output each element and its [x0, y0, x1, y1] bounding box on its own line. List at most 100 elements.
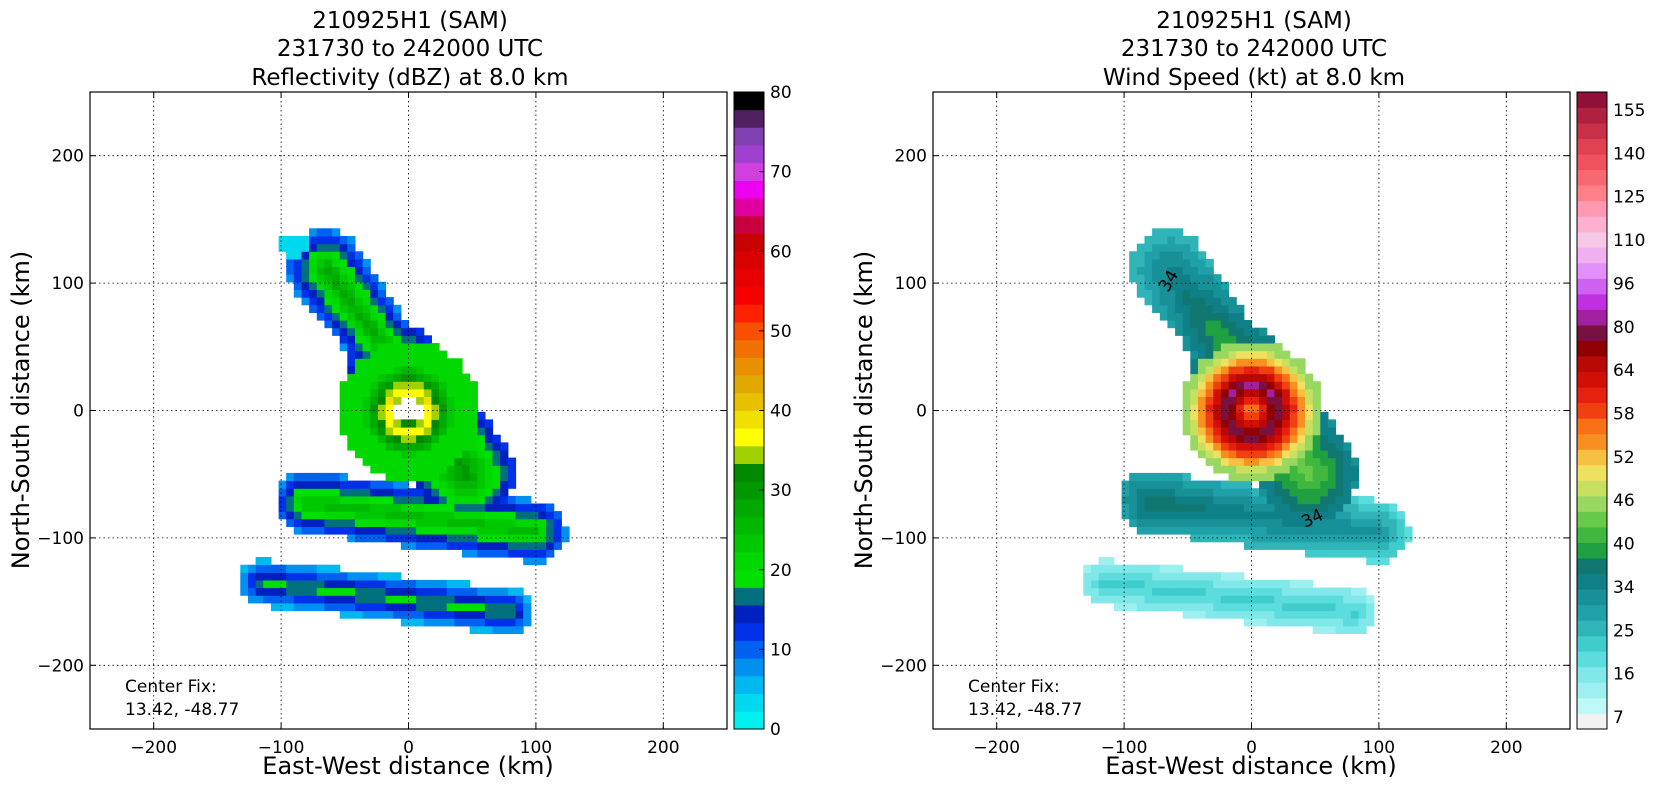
field-cell — [408, 427, 417, 436]
field-cell — [1182, 488, 1191, 497]
field-cell — [1297, 610, 1306, 619]
field-cell — [1205, 258, 1214, 268]
field-cell — [1312, 625, 1321, 634]
field-cell — [355, 251, 364, 260]
field-cell — [416, 388, 425, 397]
field-cell — [454, 442, 463, 451]
field-cell — [355, 610, 364, 619]
field-cell — [469, 541, 478, 550]
field-cell — [1274, 457, 1283, 466]
field-cell — [301, 480, 310, 489]
field-cell — [339, 526, 348, 535]
field-cell — [339, 419, 348, 428]
field-cell — [1198, 312, 1207, 321]
field-cell — [1366, 511, 1375, 520]
field-cell — [362, 365, 371, 375]
field-cell — [347, 266, 356, 275]
field-cell — [1213, 419, 1222, 428]
field-cell — [293, 579, 302, 589]
field-cell — [324, 587, 333, 596]
field-cell — [1289, 465, 1298, 474]
field-cell — [477, 587, 486, 596]
field-cell — [400, 427, 410, 436]
field-cell — [431, 434, 440, 443]
x-tick-label: −200 — [973, 738, 1020, 758]
field-cell — [370, 411, 379, 420]
field-cell — [1175, 297, 1184, 306]
field-cell — [439, 526, 448, 535]
field-cell — [355, 572, 364, 581]
field-cell — [1320, 427, 1329, 436]
field-cell — [1282, 579, 1291, 589]
field-cell — [1190, 358, 1199, 367]
field-cell — [370, 297, 379, 306]
field-cell — [1175, 503, 1184, 512]
field-cell — [1205, 396, 1214, 405]
field-cell — [1098, 572, 1107, 581]
field-cell — [1198, 251, 1207, 260]
field-cell — [492, 549, 501, 558]
field-cell — [1152, 488, 1161, 497]
field-cell — [1350, 457, 1360, 466]
field-cell — [423, 442, 432, 451]
field-cell — [400, 388, 410, 397]
colorbar-tick-label: 20 — [770, 561, 792, 581]
field-cell — [1159, 503, 1168, 512]
field-cell — [500, 495, 509, 505]
field-cell — [1312, 602, 1321, 612]
field-cell — [1274, 579, 1283, 589]
field-cell — [347, 427, 356, 436]
field-cell — [370, 404, 379, 413]
colorbar-swatch — [734, 445, 764, 464]
colorbar-swatch — [734, 304, 764, 323]
field-cell — [423, 350, 432, 359]
field-cell — [1159, 289, 1168, 298]
field-cell — [1198, 274, 1207, 283]
field-cell — [1243, 472, 1253, 482]
field-cell — [1167, 274, 1176, 283]
field-cell — [1343, 442, 1352, 451]
field-cell — [1312, 610, 1321, 619]
field-cell — [1343, 595, 1352, 604]
field-cell — [1243, 526, 1253, 535]
field-cell — [293, 480, 302, 489]
colorbar-swatch — [734, 711, 764, 730]
field-cell — [347, 335, 356, 344]
field-cell — [408, 335, 417, 344]
field-cell — [1167, 236, 1176, 245]
field-cell — [1297, 373, 1306, 382]
field-cell — [1343, 541, 1352, 550]
y-tick-label: −200 — [880, 656, 927, 676]
field-cell — [492, 526, 501, 535]
left-ylabel: North-South distance (km) — [7, 251, 35, 570]
field-cell — [439, 534, 448, 543]
field-cell — [1327, 618, 1337, 627]
field-cell — [1167, 228, 1176, 237]
field-cell — [1381, 526, 1390, 535]
field-cell — [423, 541, 432, 550]
field-cell — [1251, 365, 1260, 375]
field-cell — [377, 488, 387, 497]
field-cell — [385, 358, 394, 367]
field-cell — [309, 289, 318, 298]
field-cell — [1259, 365, 1268, 375]
field-cell — [1228, 472, 1237, 482]
field-cell — [385, 396, 394, 405]
field-cell — [1282, 610, 1291, 619]
field-cell — [431, 488, 440, 497]
field-cell — [263, 564, 272, 573]
field-cell — [332, 572, 341, 581]
field-cell — [1282, 495, 1291, 505]
field-cell — [393, 381, 402, 390]
field-cell — [278, 488, 287, 497]
field-cell — [1159, 595, 1168, 604]
field-cell — [538, 557, 547, 566]
field-cell — [332, 480, 341, 489]
field-cell — [507, 541, 517, 550]
field-cell — [439, 373, 448, 382]
field-cell — [515, 602, 524, 612]
field-cell — [1236, 350, 1245, 359]
field-cell — [1366, 610, 1375, 619]
field-cell — [454, 518, 463, 527]
field-cell — [1198, 511, 1207, 520]
